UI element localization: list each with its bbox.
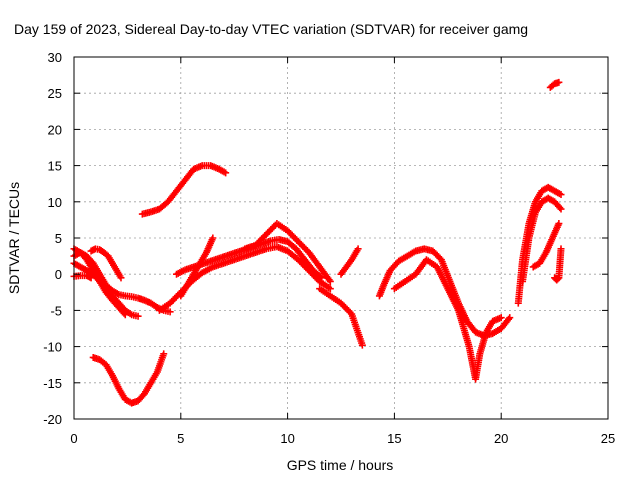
- series-arc-g: [138, 162, 230, 218]
- y-tick-label: 30: [48, 50, 62, 65]
- series-arc-e: [87, 245, 125, 282]
- y-tick-label: -20: [43, 412, 62, 427]
- data-point: [555, 220, 563, 228]
- data-point: [354, 245, 362, 253]
- y-tick-label: 25: [48, 86, 62, 101]
- x-tick-label: 0: [70, 431, 77, 446]
- series-arc-l: [316, 285, 366, 349]
- axis-ticks: 0 5 10 15 20 25 -20 -15 -10 -5 0 5 10 15 20 25 30: [43, 50, 615, 446]
- data-point: [557, 245, 565, 253]
- data-point: [316, 273, 324, 281]
- series-arc-n: [375, 245, 514, 340]
- data-point: [506, 314, 514, 322]
- series-arc-o: [390, 256, 505, 383]
- data-point: [87, 274, 95, 282]
- data-point: [557, 191, 565, 199]
- y-tick-label: 0: [55, 267, 62, 282]
- data-point: [557, 205, 565, 213]
- y-tick-label: 5: [55, 231, 62, 246]
- x-tick-label: 5: [177, 431, 184, 446]
- y-tick-label: -5: [50, 303, 62, 318]
- series-arc-m: [337, 245, 362, 278]
- series-arc-k: [241, 220, 334, 285]
- series-arc-q: [519, 194, 565, 285]
- y-tick-label: -10: [43, 340, 62, 355]
- data-point: [318, 274, 326, 282]
- y-tick-label: 15: [48, 159, 62, 174]
- x-tick-label: 25: [601, 431, 615, 446]
- series-arc-t: [551, 245, 565, 284]
- data-point: [326, 285, 334, 293]
- data-point: [222, 169, 230, 177]
- data-point: [166, 308, 174, 316]
- data-point: [117, 274, 125, 282]
- chart-title: Day 159 of 2023, Sidereal Day-to-day VTE…: [14, 21, 528, 37]
- series-arc-s: [546, 78, 563, 91]
- y-tick-label: 20: [48, 122, 62, 137]
- data-point: [121, 311, 129, 319]
- y-tick-label: 10: [48, 195, 62, 210]
- x-tick-label: 15: [387, 431, 401, 446]
- series-arc-h: [155, 243, 334, 314]
- series-arc-r: [529, 220, 563, 271]
- data-point: [209, 234, 217, 242]
- data-point: [160, 350, 168, 358]
- data-point: [556, 204, 564, 212]
- x-tick-label: 10: [280, 431, 294, 446]
- data-point: [326, 277, 334, 285]
- x-tick-label: 20: [494, 431, 508, 446]
- x-axis-label: GPS time / hours: [287, 457, 394, 473]
- data-point: [497, 314, 505, 322]
- y-axis-label: SDTVAR / TECUs: [6, 182, 22, 294]
- data-point: [358, 341, 366, 349]
- y-tick-label: -15: [43, 376, 62, 391]
- data-point: [554, 275, 562, 283]
- data-point: [134, 312, 142, 320]
- data-markers: [70, 78, 565, 407]
- data-point: [120, 309, 128, 317]
- series-arc-j: [177, 234, 217, 300]
- series-arc-f: [89, 350, 168, 407]
- data-point: [555, 78, 563, 86]
